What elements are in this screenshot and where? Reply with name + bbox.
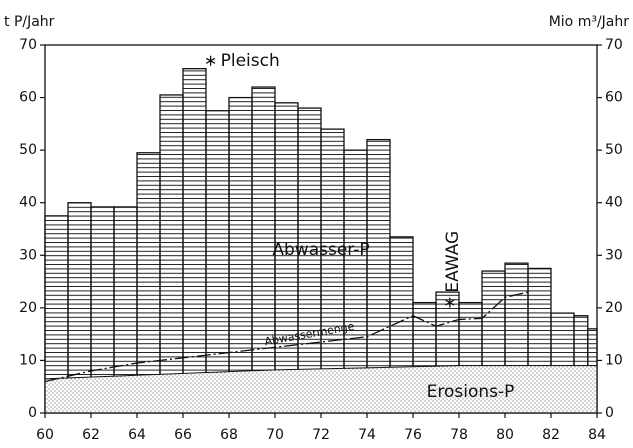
y-axis-label: t P/Jahr bbox=[4, 14, 55, 30]
point-marker bbox=[445, 297, 455, 308]
y-tick-label: 20 bbox=[19, 300, 37, 316]
y-tick-label: 70 bbox=[19, 37, 37, 53]
x-tick-label: 72 bbox=[312, 427, 330, 443]
erosion-label: Erosions-P bbox=[427, 382, 515, 402]
y-tick-label: 50 bbox=[19, 142, 37, 158]
y2-tick-label: 10 bbox=[605, 352, 623, 368]
y2-tick-label: 30 bbox=[605, 247, 623, 263]
x-tick-label: 60 bbox=[36, 427, 54, 443]
point-label: Pleisch bbox=[221, 51, 280, 71]
bar bbox=[182, 68, 207, 414]
x-tick-label: 66 bbox=[174, 427, 192, 443]
y2-tick-label: 40 bbox=[605, 195, 623, 211]
y2-tick-label: 50 bbox=[605, 142, 623, 158]
y2-tick-label: 20 bbox=[605, 300, 623, 316]
y-tick-label: 40 bbox=[19, 195, 37, 211]
bar bbox=[205, 110, 230, 414]
x-tick-label: 78 bbox=[450, 427, 468, 443]
x-tick-label: 74 bbox=[358, 427, 376, 443]
x-tick-label: 68 bbox=[220, 427, 238, 443]
point-marker bbox=[205, 55, 216, 66]
y2-axis-label: Mio m³/Jahr bbox=[549, 14, 630, 30]
y2-tick-label: 70 bbox=[605, 37, 623, 53]
bar bbox=[159, 94, 184, 414]
x-tick-label: 80 bbox=[496, 427, 514, 443]
x-tick-label: 84 bbox=[588, 427, 606, 443]
point-label: EAWAG bbox=[443, 231, 463, 293]
y-tick-label: 0 bbox=[28, 405, 37, 421]
x-tick-label: 62 bbox=[82, 427, 100, 443]
line bbox=[44, 291, 529, 383]
y-tick-label: 30 bbox=[19, 247, 37, 263]
x-tick-label: 76 bbox=[404, 427, 422, 443]
y2-tick-label: 0 bbox=[605, 405, 614, 421]
x-tick-label: 70 bbox=[266, 427, 284, 443]
x-tick-label: 82 bbox=[542, 427, 560, 443]
x-tick-label: 64 bbox=[128, 427, 146, 443]
bar bbox=[228, 96, 253, 414]
bar bbox=[297, 107, 322, 414]
bar bbox=[136, 152, 161, 414]
y2-tick-label: 60 bbox=[605, 90, 623, 106]
series-label: Abwasser-P bbox=[272, 240, 369, 260]
y-tick-label: 10 bbox=[19, 352, 37, 368]
y-tick-label: 60 bbox=[19, 90, 37, 106]
